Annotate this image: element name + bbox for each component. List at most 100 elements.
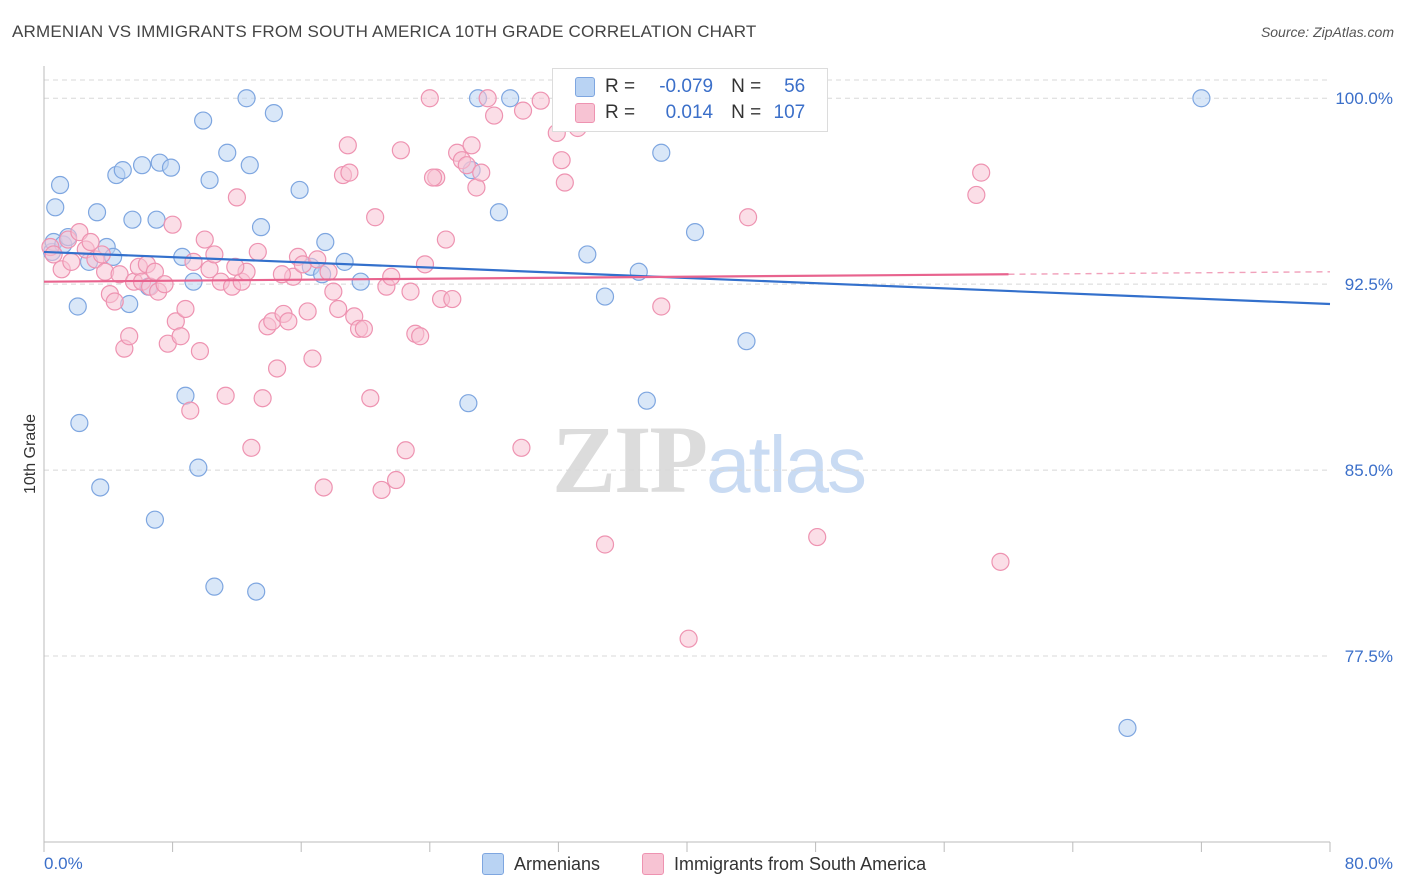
armenian-point <box>1192 89 1211 108</box>
y-tick-label: 100.0% <box>1335 89 1393 108</box>
immigrant-point <box>340 163 359 182</box>
armenian-point <box>459 394 478 413</box>
immigrant-point <box>354 319 373 338</box>
immigrant-point <box>120 327 139 346</box>
armenian-point <box>194 111 213 130</box>
immigrant-point <box>272 265 292 284</box>
armenian-point <box>189 458 208 477</box>
immigrant-point <box>967 185 986 205</box>
immigrant-point <box>555 173 574 192</box>
legend-immigrants: Immigrants from South America <box>642 851 926 877</box>
immigrant-point <box>972 163 991 182</box>
armenian-point <box>578 245 597 264</box>
immigrant-point <box>415 255 435 274</box>
immigrant-point <box>485 106 504 125</box>
y-tick-label: 85.0% <box>1345 461 1393 480</box>
armenian-point <box>200 170 219 190</box>
y-tick-label: 77.5% <box>1345 647 1393 666</box>
legend-row-armenians: R = -0.079 N = 56 <box>575 74 805 100</box>
immigrant-point <box>226 257 245 276</box>
immigrant-point <box>279 312 298 331</box>
immigrant-point <box>105 292 124 311</box>
immigrants-trendline <box>43 273 1009 283</box>
immigrant-point <box>382 267 401 286</box>
legend-r-value: -0.079 <box>659 76 714 97</box>
y-axis-title: 10th Grade <box>22 414 39 494</box>
immigrant-point <box>991 552 1010 571</box>
immigrant-point <box>595 535 615 554</box>
armenian-point <box>161 158 181 177</box>
armenian-point <box>501 89 520 108</box>
armenian-point <box>351 272 370 291</box>
armenian-point <box>70 413 89 433</box>
immigrant-point <box>513 101 533 120</box>
legend-r-value: 0.014 <box>665 102 714 123</box>
legend-armenians-label: Armenians <box>514 853 601 874</box>
armenian-point <box>489 203 509 222</box>
armenian-point <box>46 198 65 217</box>
immigrant-point <box>361 389 380 408</box>
armenian-point <box>237 89 256 108</box>
immigrant-point <box>457 156 476 175</box>
armenian-point <box>1118 718 1137 738</box>
immigrant-point <box>366 208 385 227</box>
immigrant-point <box>303 349 322 368</box>
armenian-point <box>737 332 756 351</box>
immigrant-point <box>242 438 261 457</box>
immigrant-point <box>443 289 462 309</box>
immigrant-point <box>386 470 406 490</box>
immigrant-point <box>738 208 758 227</box>
armenian-point <box>50 175 70 195</box>
armenian-point <box>240 156 259 175</box>
legend-n-label: N = <box>731 76 762 97</box>
chart-title: ARMENIAN VS IMMIGRANTS FROM SOUTH AMERIC… <box>12 22 757 41</box>
immigrants-trendline-extension <box>1008 271 1331 275</box>
immigrant-point <box>184 252 203 271</box>
armenian-point <box>218 143 237 162</box>
immigrant-point <box>248 242 267 262</box>
immigrant-point <box>324 282 343 301</box>
immigrant-point <box>552 151 571 170</box>
armenian-point <box>335 252 354 271</box>
immigrant-point <box>420 89 439 108</box>
armenian-point <box>145 510 165 529</box>
immigrant-point <box>155 275 174 294</box>
armenian-point <box>68 297 87 316</box>
immigrant-point <box>462 136 481 155</box>
immigrant-point <box>391 141 410 160</box>
immigrant-point <box>81 232 100 252</box>
x-tick-label-min: 0.0% <box>44 854 83 873</box>
legend-swatch-pink <box>575 103 595 123</box>
immigrant-point <box>205 245 224 264</box>
legend-r-label: R = <box>605 102 636 123</box>
armenian-point <box>290 180 309 200</box>
immigrant-point <box>298 302 317 321</box>
armenian-point <box>685 223 705 242</box>
legend-row-immigrants: R = 0.014 N = 107 <box>575 100 805 126</box>
armenian-point <box>123 210 142 229</box>
legend-swatch-pink <box>642 853 664 875</box>
immigrant-point <box>176 299 195 319</box>
immigrant-point <box>227 188 246 207</box>
legend-n-label: N = <box>731 102 762 123</box>
armenian-point <box>91 478 110 497</box>
immigrant-point <box>267 359 287 378</box>
legend-swatch-blue <box>482 853 504 875</box>
immigrant-point <box>411 327 430 346</box>
immigrant-point <box>478 89 497 108</box>
immigrant-point <box>253 389 272 408</box>
armenian-point <box>147 210 166 229</box>
armenian-point <box>184 272 203 291</box>
chart-source: Source: ZipAtlas.com <box>1260 24 1394 40</box>
immigrant-point <box>110 265 129 284</box>
armenians-trendline <box>43 250 1331 306</box>
immigrant-point <box>531 91 550 110</box>
legend-immigrants-label: Immigrants from South America <box>674 853 927 874</box>
legend-n-value: 56 <box>784 76 806 97</box>
immigrant-point <box>314 478 333 497</box>
immigrant-point <box>62 252 81 271</box>
immigrant-point <box>512 438 531 457</box>
immigrant-point <box>190 342 210 361</box>
armenian-point <box>87 203 107 222</box>
